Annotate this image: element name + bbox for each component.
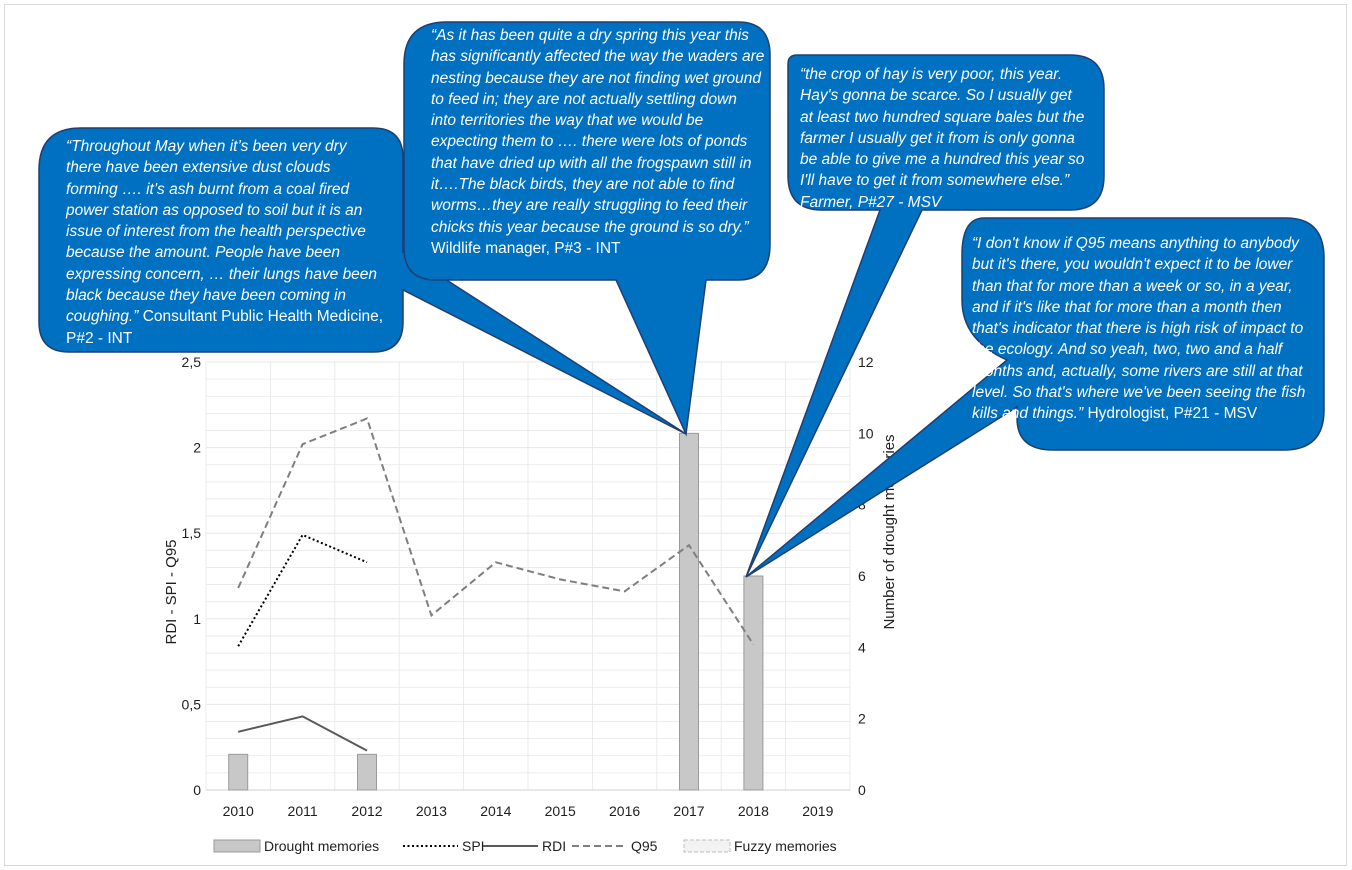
y-tick-label: 0 bbox=[193, 782, 201, 798]
callout-bubble-wildlife bbox=[403, 21, 771, 437]
y-tick-label: 0,5 bbox=[182, 696, 202, 712]
legend-swatch bbox=[213, 839, 261, 853]
series-line-rdi bbox=[237, 715, 368, 752]
callout-bubble-health bbox=[38, 127, 687, 435]
callout-attribution-health: Consultant Public Health Medicine, P#2 -… bbox=[66, 308, 384, 347]
callout-text-hydrologist: “I don't know if Q95 means anything to a… bbox=[972, 233, 1318, 425]
x-tick-label: 2015 bbox=[545, 803, 576, 819]
x-tick-label: 2013 bbox=[416, 803, 447, 819]
legend: Drought memories SPI RDI Q95 Fuzzy memories bbox=[213, 838, 837, 854]
series-line-q95 bbox=[237, 417, 755, 646]
legend-label: RDI bbox=[542, 838, 566, 854]
series-line-spi bbox=[237, 533, 368, 647]
lines bbox=[237, 417, 755, 752]
legend-label: SPI bbox=[462, 838, 485, 854]
y2-tick-label: 10 bbox=[858, 425, 874, 441]
y2-tick-label: 4 bbox=[858, 639, 866, 655]
x-tick-label: 2016 bbox=[609, 803, 640, 819]
y2-tick-label: 6 bbox=[858, 568, 866, 584]
callout-attribution-hydrologist: Hydrologist, P#21 - MSV bbox=[1083, 405, 1258, 423]
y-tick-label: 1,5 bbox=[182, 525, 202, 541]
legend-label: Q95 bbox=[631, 838, 658, 854]
bar-drought-memories bbox=[743, 575, 764, 791]
x-tick-label: 2012 bbox=[351, 803, 382, 819]
legend-label: Drought memories bbox=[264, 838, 379, 854]
x-tick-label: 2010 bbox=[223, 803, 254, 819]
y2-tick-label: 2 bbox=[858, 711, 866, 727]
callout-bubble-farmer bbox=[745, 54, 1105, 578]
figure-border bbox=[4, 4, 1347, 866]
bar-drought-memories bbox=[228, 753, 249, 791]
y-tick-label: 1 bbox=[193, 611, 201, 627]
callout-attribution-wildlife: Wildlife manager, P#3 - INT bbox=[431, 239, 621, 257]
y2-tick-label: 12 bbox=[858, 354, 874, 370]
x-tick-label: 2019 bbox=[802, 803, 833, 819]
callout-text-farmer: “the crop of hay is very poor, this year… bbox=[800, 64, 1088, 213]
bar-drought-memories bbox=[357, 753, 377, 791]
x-tick-label: 2011 bbox=[288, 803, 318, 819]
callout-quote-farmer: “the crop of hay is very poor, this year… bbox=[800, 66, 1085, 211]
callout-text-health: “Throughout May when it’s been very dry … bbox=[66, 136, 386, 349]
callout-quote-wildlife: “As it has been quite a dry spring this … bbox=[431, 27, 765, 236]
y2-tick-label: 0 bbox=[858, 782, 866, 798]
bars bbox=[228, 432, 764, 791]
callout-quote-hydrologist: “I don't know if Q95 means anything to a… bbox=[972, 235, 1306, 423]
callout-bubbles bbox=[38, 21, 1325, 578]
x-tick-label: 2018 bbox=[738, 803, 769, 819]
callout-bubble-hydrologist bbox=[745, 217, 1325, 578]
y-tick-label: 2,5 bbox=[182, 354, 202, 370]
legend-label: Fuzzy memories bbox=[734, 838, 837, 854]
x-tick-label: 2017 bbox=[673, 803, 704, 819]
x-tick-label: 2014 bbox=[480, 803, 511, 819]
y-axis-label: RDI - SPI - Q95 bbox=[163, 539, 180, 644]
bar-drought-memories bbox=[679, 432, 699, 791]
gridlines bbox=[205, 361, 851, 791]
legend-swatch bbox=[683, 839, 731, 853]
callout-quote-health: “Throughout May when it’s been very dry … bbox=[66, 138, 378, 326]
callout-text-wildlife: “As it has been quite a dry spring this … bbox=[431, 25, 765, 259]
y-tick-label: 2 bbox=[193, 440, 201, 456]
